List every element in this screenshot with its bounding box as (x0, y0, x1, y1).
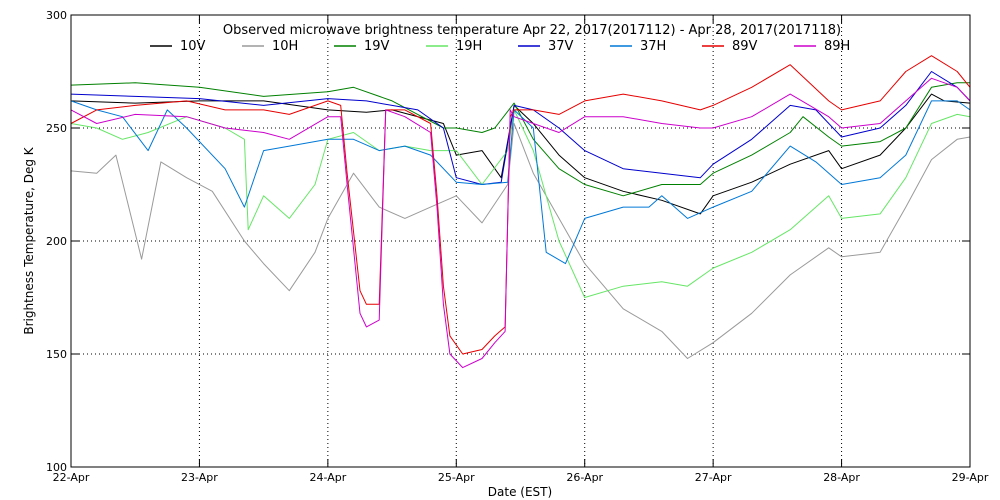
x-tick-label: 24-Apr (309, 471, 346, 484)
series-line-19v (70, 82, 970, 197)
series-line-89v (70, 55, 971, 355)
legend-label-19h: 19H (456, 39, 482, 54)
legend-label-10v: 10V (180, 39, 206, 54)
y-tick-label: 100 (46, 461, 67, 474)
x-tick-label: 27-Apr (695, 471, 732, 484)
y-tick-label: 300 (46, 9, 67, 22)
grid-lines (71, 15, 970, 467)
series-line-19h (70, 109, 971, 298)
legend-label-19v: 19V (364, 39, 390, 54)
legend-label-10h: 10H (272, 39, 298, 54)
x-axis-title: Date (EST) (488, 485, 552, 499)
series-lines (70, 55, 971, 369)
legend-label-89v: 89V (732, 39, 758, 54)
x-tick-label: 28-Apr (823, 471, 860, 484)
x-tick-label: 22-Apr (53, 471, 90, 484)
legend-label-37v: 37V (548, 39, 574, 54)
x-tick-label: 26-Apr (566, 471, 603, 484)
x-tick-label: 25-Apr (438, 471, 475, 484)
series-line-89h (70, 77, 971, 369)
y-tick-label: 250 (46, 122, 67, 135)
x-tick-label: 23-Apr (181, 471, 218, 484)
y-tick-label: 150 (46, 348, 67, 361)
y-tick-label: 200 (46, 235, 67, 248)
legend: 10V 10H 19V 19H 37V 37H 89V 89H (150, 39, 850, 54)
series-line-37v (70, 71, 971, 185)
chart-title: Observed microwave brightness temperatur… (223, 23, 841, 38)
x-tick-label: 29-Apr (952, 471, 989, 484)
legend-label-89h: 89H (824, 39, 850, 54)
series-line-10v (70, 93, 971, 215)
legend-label-37h: 37H (640, 39, 666, 54)
axis-ticks: 22-Apr 23-Apr 24-Apr 25-Apr 26-Apr 27-Apr 28-A… (46, 9, 989, 484)
series-line-10h (70, 123, 971, 359)
y-axis-title: Brightness Temperature, Deg K (22, 146, 36, 334)
